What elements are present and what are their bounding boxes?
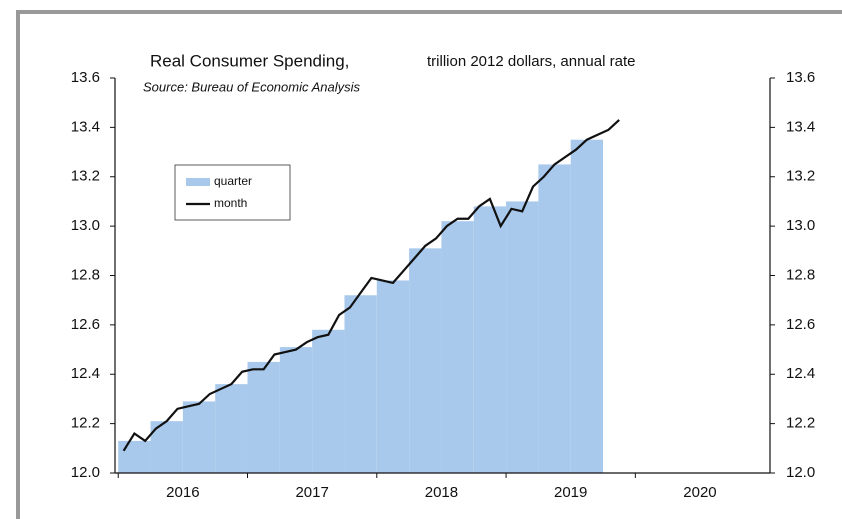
y2-tick-label: 13.2 — [786, 168, 815, 185]
y-tick-label: 12.2 — [71, 415, 100, 432]
legend-swatch — [186, 178, 210, 186]
bar — [247, 361, 280, 473]
y-tick-label: 13.2 — [71, 168, 100, 185]
bar — [279, 347, 313, 473]
chart-units: trillion 2012 dollars, annual rate — [427, 53, 635, 70]
legend-label: quarter — [214, 174, 252, 188]
bar — [182, 401, 216, 473]
y2-tick-label: 12.4 — [786, 365, 815, 382]
y2-tick-label: 13.4 — [786, 118, 815, 135]
y-tick-label: 13.4 — [71, 118, 100, 135]
x-tick-label: 2020 — [683, 484, 716, 501]
y-tick-label: 12.4 — [71, 365, 100, 382]
y-tick-label: 13.6 — [71, 69, 100, 86]
x-tick-label: 2018 — [425, 484, 458, 501]
bar — [441, 221, 474, 473]
y-tick-label: 12.0 — [71, 464, 100, 481]
bar — [215, 384, 248, 473]
y-tick-label: 13.0 — [71, 217, 100, 234]
frame-top — [16, 10, 842, 14]
line — [122, 119, 620, 452]
bar — [473, 206, 507, 473]
legend-label: month — [214, 196, 247, 210]
y-tick-label: 12.6 — [71, 316, 100, 333]
x-tick-label: 2019 — [554, 484, 587, 501]
bar — [570, 139, 604, 473]
x-tick-label: 2016 — [166, 484, 199, 501]
y2-tick-label: 12.2 — [786, 415, 815, 432]
legend-box — [174, 164, 291, 221]
frame-left — [16, 10, 20, 519]
bar — [312, 329, 345, 473]
bar — [376, 280, 410, 473]
bar — [506, 201, 539, 473]
y-tick-label: 12.8 — [71, 266, 100, 283]
bar — [118, 440, 151, 473]
chart-source: Source: Bureau of Economic Analysis — [143, 79, 361, 94]
x-tick-label: 2017 — [295, 484, 328, 501]
y2-tick-label: 13.0 — [786, 217, 815, 234]
y2-tick-label: 12.6 — [786, 316, 815, 333]
bar — [409, 248, 442, 473]
bar — [344, 295, 377, 473]
y2-tick-label: 12.8 — [786, 266, 815, 283]
bar — [538, 164, 571, 473]
chart-title: Real Consumer Spending, — [150, 51, 349, 70]
y2-tick-label: 13.6 — [786, 69, 815, 86]
y2-tick-label: 12.0 — [786, 464, 815, 481]
